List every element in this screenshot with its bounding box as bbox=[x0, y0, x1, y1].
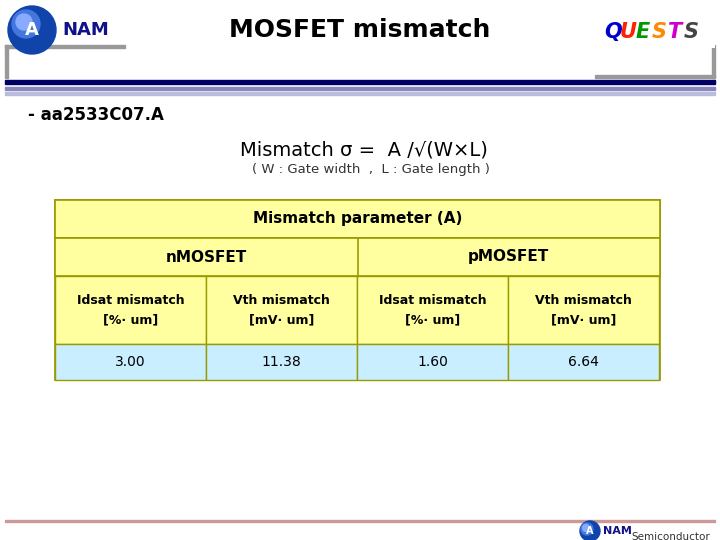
Circle shape bbox=[580, 521, 600, 540]
Text: Idsat mismatch
[%· um]: Idsat mismatch [%· um] bbox=[77, 294, 184, 326]
Text: NAM: NAM bbox=[603, 526, 632, 536]
Bar bbox=[55, 200, 660, 380]
Bar bbox=[5, 45, 8, 78]
Bar bbox=[5, 45, 125, 48]
Bar bbox=[5, 87, 715, 90]
Text: NAM: NAM bbox=[62, 21, 109, 39]
Text: A: A bbox=[586, 526, 594, 536]
Text: 1.60: 1.60 bbox=[417, 355, 448, 369]
Text: 11.38: 11.38 bbox=[261, 355, 302, 369]
Text: S: S bbox=[652, 22, 667, 42]
Circle shape bbox=[581, 523, 593, 535]
Text: T: T bbox=[668, 22, 683, 42]
Bar bbox=[357, 344, 508, 380]
Bar bbox=[598, 16, 715, 48]
Text: Mismatch parameter (A): Mismatch parameter (A) bbox=[253, 212, 462, 226]
Text: ( W : Gate width  ,  L : Gate length ): ( W : Gate width , L : Gate length ) bbox=[252, 164, 490, 177]
Bar bbox=[55, 238, 660, 276]
Bar bbox=[55, 344, 206, 380]
Text: S: S bbox=[684, 22, 699, 42]
Text: Vth mismatch
[mV· um]: Vth mismatch [mV· um] bbox=[233, 294, 330, 326]
Bar bbox=[55, 200, 660, 238]
Bar bbox=[712, 45, 715, 78]
Bar bbox=[206, 344, 357, 380]
Bar bbox=[508, 344, 659, 380]
Text: Mismatch σ =  A /√(W×L): Mismatch σ = A /√(W×L) bbox=[240, 140, 488, 159]
Bar bbox=[55, 276, 206, 344]
Text: A: A bbox=[25, 21, 39, 39]
Text: Semiconductor: Semiconductor bbox=[631, 532, 710, 540]
Bar bbox=[357, 276, 508, 344]
Text: pMOSFET: pMOSFET bbox=[468, 249, 549, 265]
Text: Vth mismatch
[mV· um]: Vth mismatch [mV· um] bbox=[535, 294, 632, 326]
Circle shape bbox=[16, 14, 32, 30]
Text: 6.64: 6.64 bbox=[568, 355, 599, 369]
Text: nMOSFET: nMOSFET bbox=[166, 249, 247, 265]
Bar bbox=[206, 276, 357, 344]
Text: Idsat mismatch
[%· um]: Idsat mismatch [%· um] bbox=[379, 294, 486, 326]
Circle shape bbox=[8, 6, 56, 54]
Circle shape bbox=[12, 10, 40, 38]
Text: - aa2533C07.A: - aa2533C07.A bbox=[28, 106, 164, 124]
Circle shape bbox=[582, 524, 590, 531]
Bar bbox=[595, 75, 715, 78]
Text: 3.00: 3.00 bbox=[115, 355, 146, 369]
Bar bbox=[5, 80, 715, 84]
Bar bbox=[508, 276, 659, 344]
Text: MOSFET mismatch: MOSFET mismatch bbox=[229, 18, 491, 42]
Text: U: U bbox=[620, 22, 637, 42]
Bar bbox=[5, 92, 715, 95]
Bar bbox=[5, 519, 715, 522]
Text: Q: Q bbox=[604, 22, 622, 42]
Text: E: E bbox=[636, 22, 650, 42]
